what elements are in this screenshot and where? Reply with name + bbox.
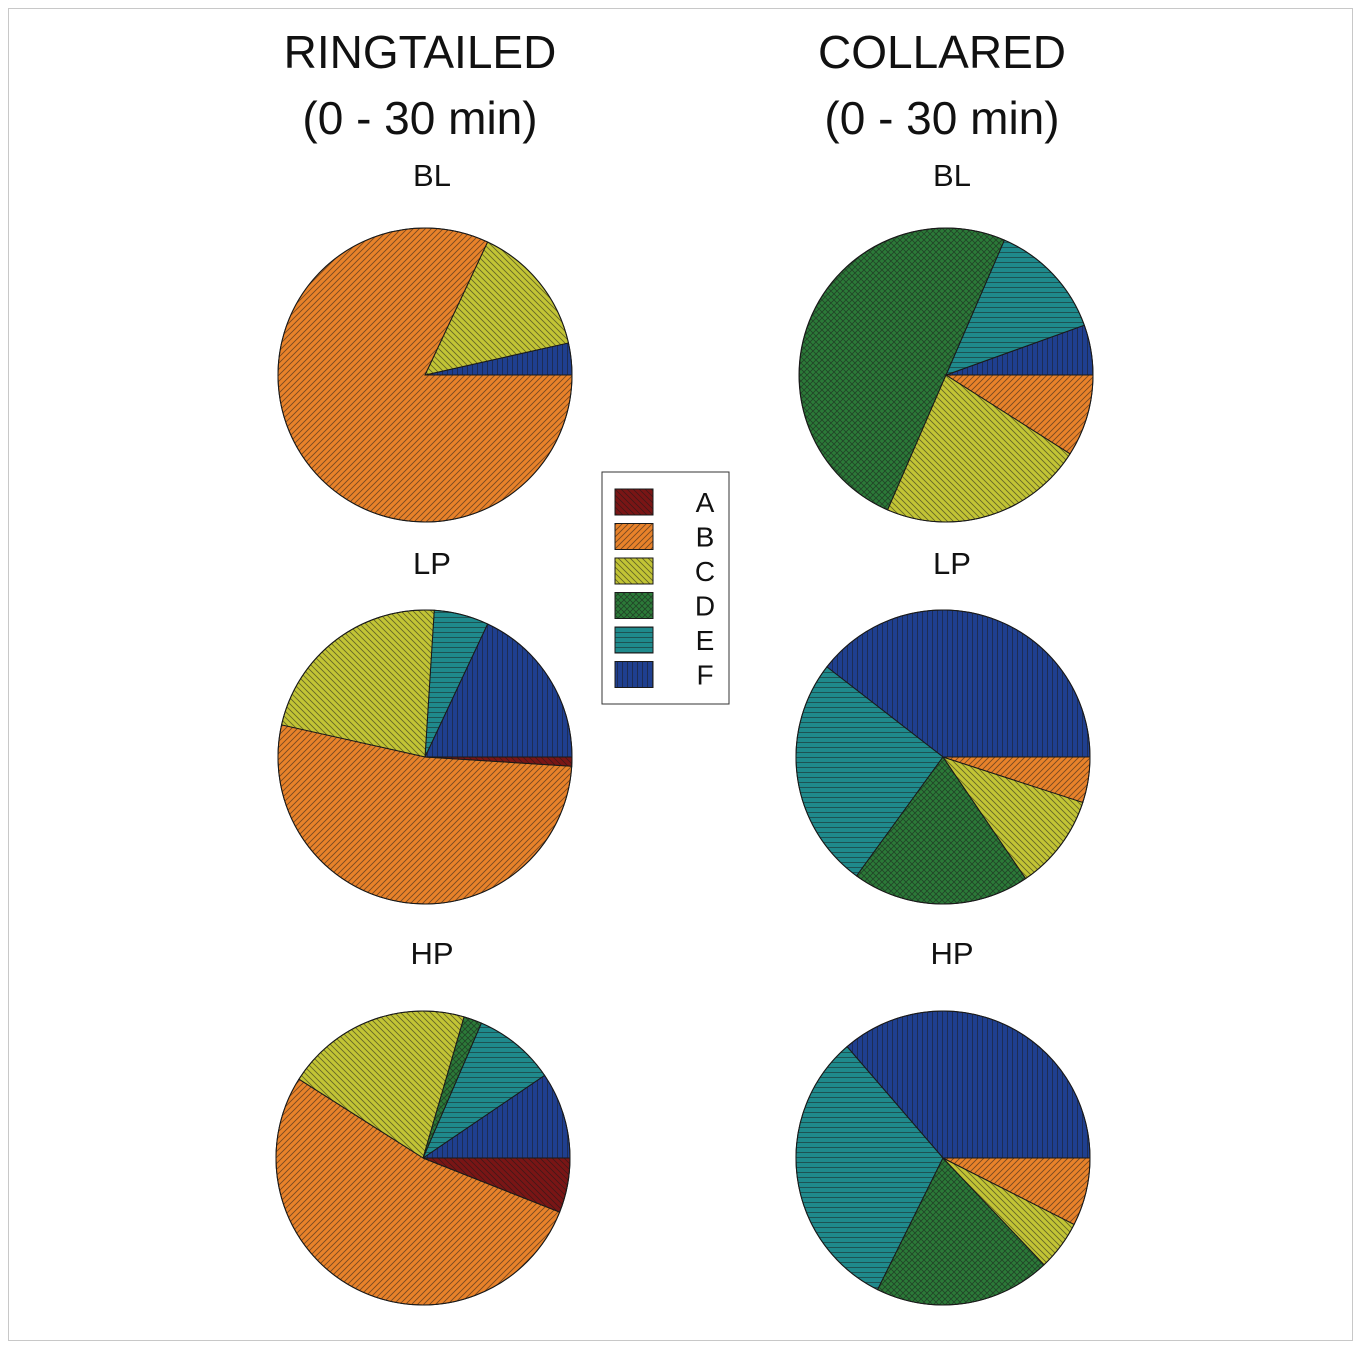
pie-collared-lp bbox=[795, 609, 1091, 905]
legend-entry-d: D bbox=[614, 591, 715, 622]
legend-label: A bbox=[696, 487, 715, 518]
legend-label: D bbox=[695, 591, 715, 622]
pie-ringtailed-bl bbox=[277, 227, 573, 523]
pie-outline bbox=[795, 1010, 1091, 1306]
pies bbox=[275, 227, 1094, 1306]
pie-ringtailed-lp bbox=[277, 609, 573, 905]
legend-entry-e: E bbox=[614, 625, 715, 656]
legend-swatch bbox=[614, 488, 654, 516]
panel-label-ringtailed-lp: LP bbox=[413, 546, 451, 581]
pie-collared-bl bbox=[798, 227, 1094, 523]
pie-ringtailed-hp bbox=[275, 1010, 571, 1306]
column-subtitle-ringtailed: (0 - 30 min) bbox=[302, 92, 537, 144]
legend-label: B bbox=[696, 522, 715, 553]
figure-border bbox=[8, 8, 1353, 1341]
panel-label-collared-hp: HP bbox=[930, 936, 973, 971]
legend-swatch bbox=[614, 661, 654, 688]
legend-swatch bbox=[614, 523, 654, 550]
legend-entry-b: B bbox=[614, 522, 715, 553]
pie-collared-hp bbox=[795, 1010, 1091, 1306]
legend-label: F bbox=[696, 660, 713, 691]
panel-label-collared-lp: LP bbox=[933, 546, 971, 581]
legend-entry-f: F bbox=[614, 660, 714, 691]
legend-entry-a: A bbox=[614, 487, 715, 518]
legend-label: C bbox=[695, 556, 715, 587]
pie-outline bbox=[277, 609, 573, 905]
pie-outline bbox=[795, 609, 1091, 905]
panel-label-ringtailed-hp: HP bbox=[410, 936, 453, 971]
legend-swatch bbox=[614, 592, 654, 619]
pie-outline bbox=[275, 1010, 571, 1306]
legend-label: E bbox=[696, 625, 715, 656]
pie-outline bbox=[798, 227, 1094, 523]
panel-label-ringtailed-bl: BL bbox=[413, 158, 451, 193]
column-title-ringtailed: RINGTAILED bbox=[284, 26, 557, 78]
column-title-collared: COLLARED bbox=[818, 26, 1066, 78]
panel-label-collared-bl: BL bbox=[933, 158, 971, 193]
legend-entry-c: C bbox=[614, 556, 715, 587]
legend-swatch bbox=[614, 626, 654, 654]
pie-outline bbox=[277, 227, 573, 523]
column-subtitle-collared: (0 - 30 min) bbox=[824, 92, 1059, 144]
legend-swatch bbox=[614, 557, 654, 585]
